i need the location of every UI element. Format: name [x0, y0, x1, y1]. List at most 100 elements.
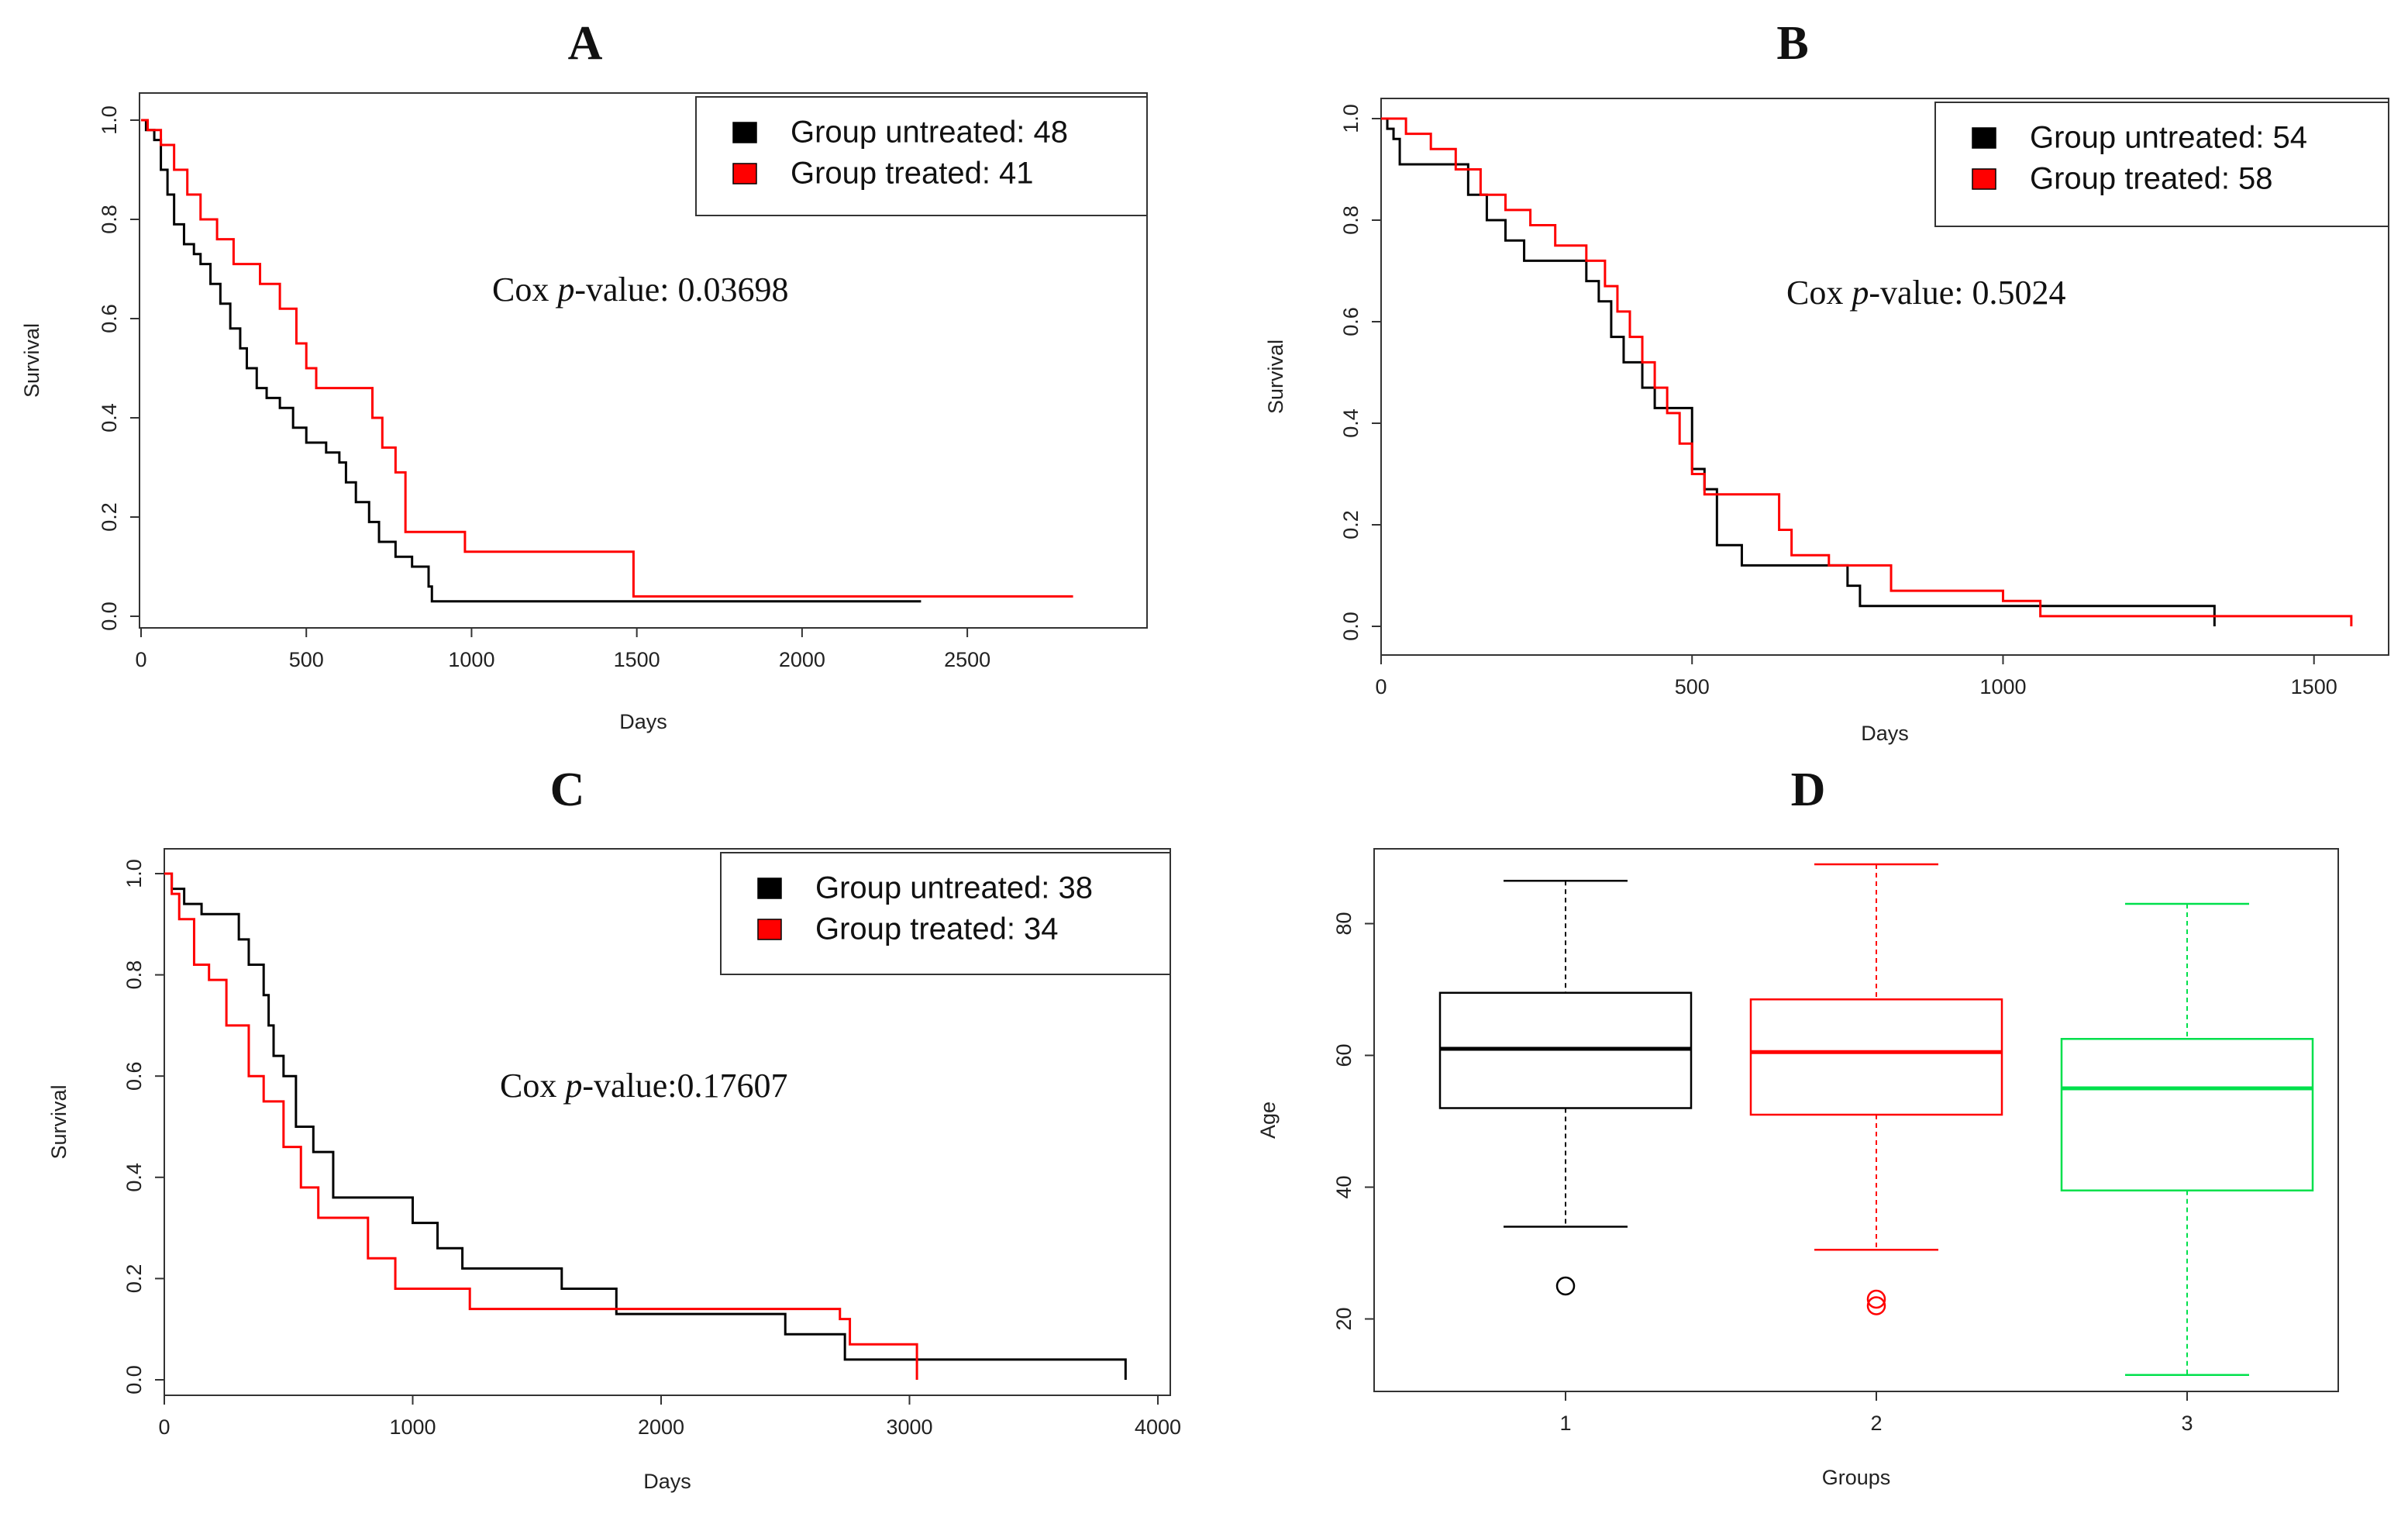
y-tick-label: 0.2 [1339, 510, 1362, 540]
y-tick-label: 0.4 [122, 1163, 146, 1192]
y-axis-label: Survival [20, 323, 43, 398]
legend-swatch [732, 122, 757, 143]
y-tick-label: 0.0 [1339, 612, 1362, 641]
plot-frame [164, 848, 1171, 1396]
x-tick-label: 1000 [389, 1415, 436, 1439]
annotation-italic: p [555, 271, 574, 309]
legend-label: Group treated: 34 [815, 912, 1059, 946]
y-tick-label: 40 [1332, 1175, 1356, 1198]
series-line-untreated [164, 872, 1127, 1380]
legend-box [1934, 102, 2389, 227]
x-axis-label: Days [643, 1470, 691, 1493]
x-tick-label: 2000 [638, 1415, 684, 1439]
x-tick-label: 1500 [2291, 675, 2337, 698]
legend-label: Group untreated: 38 [815, 871, 1093, 905]
outlier-point [1555, 1276, 1576, 1296]
panel-b: B 0 500 1000 1500 0.0 0.2 0.4 0.6 0.8 1.0 Days Survi… [1264, 17, 2389, 745]
x-tick-label: 0 [135, 648, 146, 671]
y-tick-label: 1.0 [98, 105, 121, 135]
legend-label: Group untreated: 54 [2030, 121, 2307, 155]
x-tick-label: 500 [289, 648, 324, 671]
legend-swatch [1972, 168, 1996, 190]
cox-p-value-annotation: Cox p-value: 0.03698 [492, 271, 789, 309]
iqr-box [1749, 998, 2003, 1116]
panel-title-c: C [550, 764, 585, 816]
plot-frame [139, 92, 1148, 629]
x-tick-label: 3000 [886, 1415, 932, 1439]
cox-p-value-annotation: Cox p-value:0.17607 [500, 1067, 788, 1105]
cox-p-value-annotation: Cox p-value: 0.5024 [1786, 274, 2066, 312]
y-tick-label: 80 [1332, 912, 1356, 935]
y-axis-label: Age [1256, 1102, 1280, 1139]
y-tick-label: 0.6 [1339, 307, 1362, 336]
panel-title-d: D [1791, 764, 1826, 816]
x-tick-label: 1000 [448, 648, 494, 671]
legend-swatch [732, 163, 757, 184]
annotation-prefix: Cox [1786, 274, 1852, 312]
annotation-suffix: -value:0.17607 [582, 1067, 787, 1105]
legend-box [720, 852, 1171, 975]
x-tick-label: 3 [2181, 1412, 2193, 1435]
y-axis-label: Survival [1264, 340, 1287, 414]
y-axis-label: Survival [47, 1084, 71, 1159]
y-tick-label: 0.4 [1339, 409, 1362, 438]
y-tick-label: 0.0 [98, 602, 121, 631]
legend-swatch [1972, 127, 1996, 149]
x-tick-label: 1 [1559, 1412, 1571, 1435]
y-tick-label: 0.8 [122, 960, 146, 990]
legend-swatch [757, 919, 782, 940]
annotation-suffix: -value: 0.5024 [1869, 274, 2065, 312]
series-line-treated [1381, 117, 2353, 626]
series-line-untreated [141, 119, 922, 603]
x-tick-label: 2 [1870, 1412, 1882, 1435]
legend-box [695, 96, 1148, 216]
x-axis-label: Days [619, 710, 667, 733]
annotation-italic: p [1849, 274, 1869, 312]
series-line-treated [164, 872, 918, 1380]
legend-label: Group treated: 58 [2030, 162, 2273, 196]
legend-label: Group treated: 41 [791, 157, 1034, 191]
iqr-box [2060, 1038, 2314, 1191]
panel-title-b: B [1776, 17, 1808, 70]
panel-c: C 0 1000 2000 3000 4000 0.0 0.2 0.4 0.6 0.8 1.0 Days… [47, 764, 1181, 1493]
annotation-suffix: -value: 0.03698 [574, 271, 788, 309]
x-tick-label: 2000 [779, 648, 825, 671]
panel-title-a: A [568, 17, 603, 70]
outlier-point [1866, 1289, 1886, 1309]
x-axis-label: Days [1861, 722, 1909, 745]
y-tick-label: 0.6 [122, 1061, 146, 1091]
legend-label: Group untreated: 48 [791, 115, 1068, 150]
legend-swatch [757, 877, 782, 899]
x-axis-label: Groups [1822, 1466, 1891, 1489]
y-tick-label: 1.0 [1339, 104, 1362, 133]
y-tick-label: 0.8 [98, 205, 121, 234]
plot-frame [1380, 98, 2389, 656]
plot-frame [1373, 848, 2339, 1392]
annotation-prefix: Cox [492, 271, 557, 309]
y-tick-label: 60 [1332, 1043, 1356, 1067]
x-tick-label: 2500 [944, 648, 990, 671]
y-tick-label: 0.2 [122, 1264, 146, 1294]
annotation-prefix: Cox [500, 1067, 565, 1105]
box-group-2 [1749, 863, 2003, 1315]
x-tick-label: 1500 [614, 648, 660, 671]
x-tick-label: 500 [1675, 675, 1710, 698]
series-line-untreated [1381, 117, 2216, 626]
outlier-point [1866, 1296, 1886, 1315]
panel-d: D 20 40 60 80 1 2 3 Groups Age [1256, 764, 2339, 1489]
x-tick-label: 0 [1375, 675, 1387, 698]
x-tick-label: 1000 [1979, 675, 2026, 698]
y-tick-label: 0.0 [122, 1365, 146, 1395]
x-tick-label: 0 [158, 1415, 170, 1439]
x-tick-label: 4000 [1135, 1415, 1181, 1439]
box-group-1 [1438, 880, 1693, 1296]
y-tick-label: 0.2 [98, 502, 121, 532]
panel-a: A 0 500 1000 1500 2000 2500 0.0 0.2 0.4 0.6 0.8 1.0 D… [20, 17, 1148, 733]
box-group-3 [2060, 902, 2314, 1376]
y-tick-label: 0.4 [98, 403, 121, 433]
annotation-italic: p [563, 1067, 582, 1105]
y-tick-label: 0.8 [1339, 205, 1362, 235]
y-tick-label: 20 [1332, 1307, 1356, 1330]
y-tick-label: 1.0 [122, 859, 146, 888]
